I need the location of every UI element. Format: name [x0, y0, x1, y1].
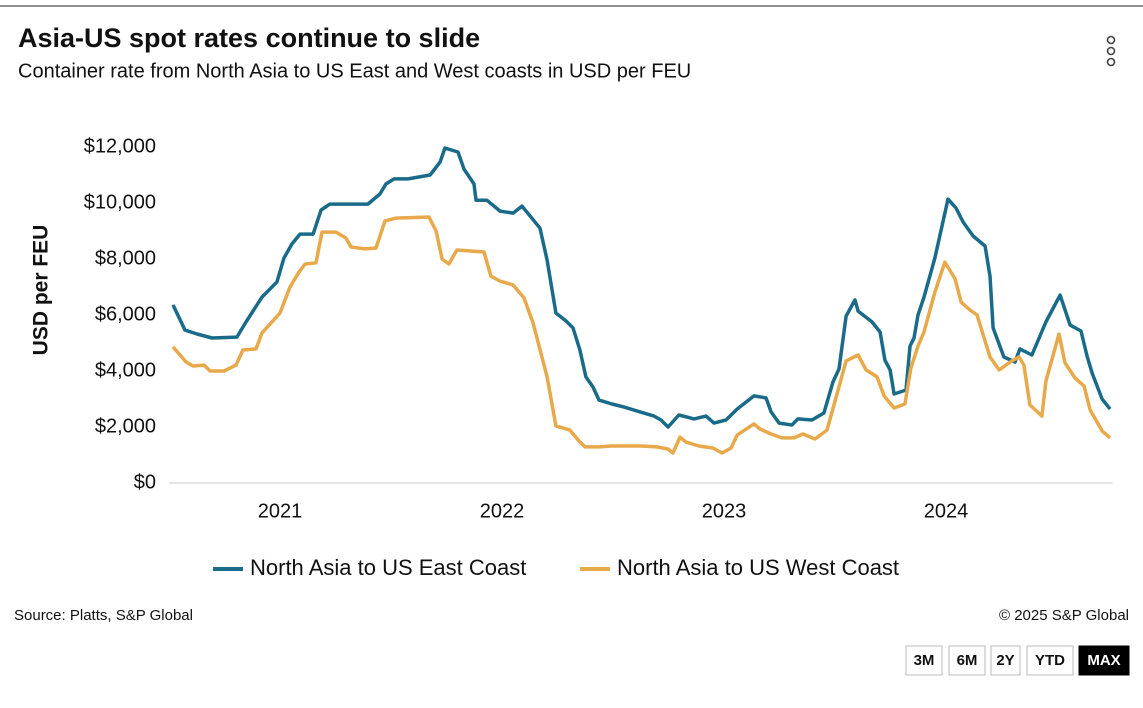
button-label: 3M	[914, 652, 935, 669]
button-box	[905, 645, 943, 676]
x-tick-label: 2022	[480, 500, 525, 522]
y-tick-label: $4,000	[95, 359, 156, 381]
source: Source: Platts, S&P Global	[14, 607, 193, 624]
y-tick-label: $6,000	[95, 303, 156, 325]
chart-title: Asia-US spot rates continue to slide	[18, 23, 480, 53]
range-button[interactable]: MAX	[1078, 645, 1130, 676]
x-tick-label: 2024	[924, 500, 969, 522]
y-tick-label: $12,000	[84, 135, 156, 157]
series-line	[171, 215, 1112, 455]
range-button[interactable]: 3M	[905, 645, 943, 676]
button-label: YTD	[1035, 652, 1065, 669]
x-tick-label: 2023	[702, 500, 747, 522]
button-label: 2Y	[996, 652, 1014, 669]
y-tick-label: $8,000	[95, 247, 156, 269]
button-box	[1078, 645, 1130, 676]
button-box	[1026, 645, 1074, 676]
chart-subtitle: Container rate from North Asia to US Eas…	[18, 60, 691, 82]
legend-label: North Asia to US East Coast	[250, 555, 526, 580]
button-label: MAX	[1087, 652, 1120, 669]
legend-item[interactable]: North Asia to US West Coast	[580, 555, 899, 580]
range-button[interactable]: 2Y	[990, 645, 1021, 676]
menu-button[interactable]	[1106, 35, 1116, 67]
y-tick-label: $10,000	[84, 191, 156, 213]
y-tick-label: $2,000	[95, 415, 156, 437]
x-tick-label: 2021	[258, 500, 303, 522]
button-label: 6M	[957, 652, 978, 669]
button-box	[948, 645, 986, 676]
legend-label: North Asia to US West Coast	[617, 555, 899, 580]
range-button[interactable]: 6M	[948, 645, 986, 676]
range-button[interactable]: YTD	[1026, 645, 1074, 676]
legend-item[interactable]: North Asia to US East Coast	[213, 555, 526, 580]
y-tick-label: $0	[134, 471, 156, 493]
y-axis-label: USD per FEU	[30, 225, 53, 356]
series-line	[171, 146, 1112, 429]
button-box	[990, 645, 1021, 676]
copyright: © 2025 S&P Global	[999, 607, 1129, 624]
